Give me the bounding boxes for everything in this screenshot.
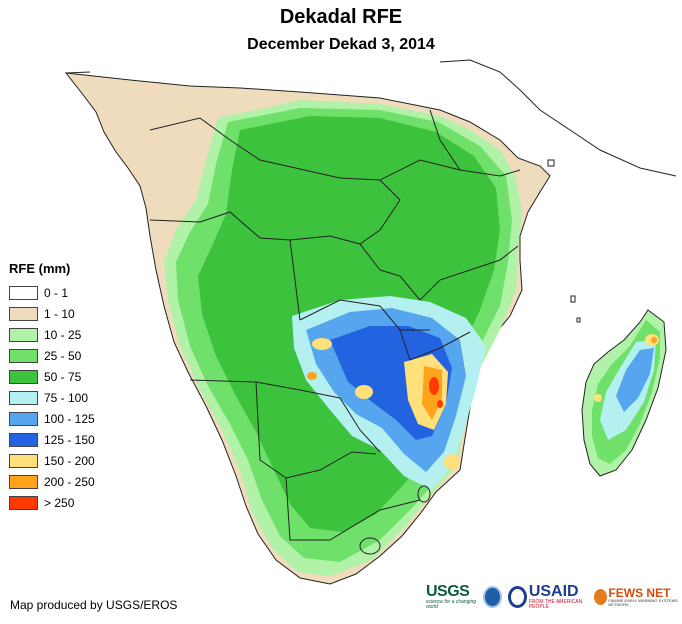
usaid-seal-icon [508,586,527,608]
map-title: Dekadal RFE [279,6,403,28]
legend-item: 1 - 10 [9,303,95,324]
legend-swatch [9,369,38,384]
legend-item: 200 - 250 [9,471,95,492]
legend-swatch [9,327,38,342]
fews-net-icon [594,589,608,605]
legend-swatch [9,474,38,489]
madagascar-zone-200-250 [651,337,657,343]
zone-150-200-patch [444,454,460,470]
small-islands [547,159,581,323]
agency-logos: USGS science for a changing world USAID … [426,584,682,610]
legend-swatch [9,432,38,447]
legend-item: > 250 [9,492,95,513]
legend-swatch [9,285,38,300]
map-subtitle: December Dekad 3, 2014 [247,36,435,53]
legend: RFE (mm) 0 - 1 1 - 10 10 - 25 25 - 50 50 - 7… [9,261,95,513]
northern-coastline [65,59,677,177]
legend-item: 50 - 75 [9,366,95,387]
legend-label: 0 - 1 [44,285,69,300]
country-borders [149,109,521,555]
legend-label: 10 - 25 [44,327,82,342]
legend-title: RFE (mm) [9,261,71,276]
fews-net-logo-text: FEWS NET [608,586,671,600]
fews-net-logo: FEWS NET FAMINE EARLY WARNING SYSTEMS NE… [594,587,682,607]
noaa-logo-icon [483,586,503,608]
legend-swatch [9,495,38,510]
legend-swatch [9,453,38,468]
legend-swatch [9,306,38,321]
legend-label: > 250 [44,495,75,510]
legend-label: 25 - 50 [44,348,82,363]
zone-above-250 [429,377,439,395]
legend-label: 200 - 250 [44,474,95,489]
legend-label: 75 - 100 [44,390,89,405]
legend-label: 125 - 150 [44,432,95,447]
legend-swatch [9,411,38,426]
legend-label: 150 - 200 [44,453,95,468]
usgs-logo: USGS science for a changing world [426,584,477,610]
legend-item: 150 - 200 [9,450,95,471]
credit-text: Map produced by USGS/EROS [10,598,178,612]
zone-150-200-patch [355,385,373,399]
legend-item: 100 - 125 [9,408,95,429]
zone-above-250-patch [437,400,443,408]
legend-item: 25 - 50 [9,345,95,366]
legend-item: 125 - 150 [9,429,95,450]
madagascar-zone-150-200-patch [594,394,602,402]
usgs-logo-text: USGS [426,583,470,600]
legend-label: 1 - 10 [44,306,75,321]
legend-label: 100 - 125 [44,411,95,426]
legend-item: 0 - 1 [9,282,95,303]
usaid-logo-text: USAID [528,583,579,600]
madagascar-zone-100-125 [616,348,654,412]
legend-swatch [9,348,38,363]
fews-net-logo-tagline: FAMINE EARLY WARNING SYSTEMS NETWORK [608,598,678,607]
usgs-logo-tagline: science for a changing world [426,599,477,610]
usaid-logo-tagline: FROM THE AMERICAN PEOPLE [528,599,583,610]
zone-200-250-patch [307,372,317,380]
legend-item: 10 - 25 [9,324,95,345]
legend-label: 50 - 75 [44,369,82,384]
usaid-logo: USAID FROM THE AMERICAN PEOPLE [508,584,588,610]
legend-item: 75 - 100 [9,387,95,408]
zone-150-200-patch [312,338,332,350]
legend-swatch [9,390,38,405]
